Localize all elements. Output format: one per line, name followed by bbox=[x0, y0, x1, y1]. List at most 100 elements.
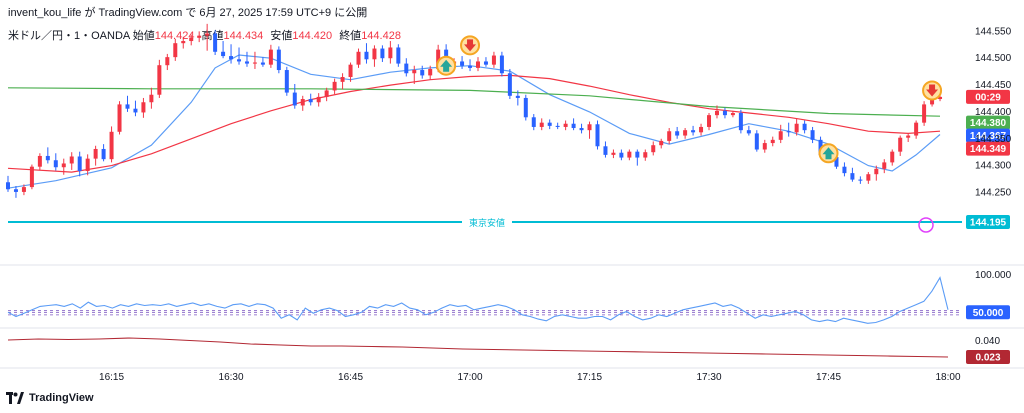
candle-body bbox=[340, 77, 345, 82]
candle-body bbox=[611, 152, 616, 155]
candle-body bbox=[619, 152, 624, 158]
candle-body bbox=[420, 70, 425, 76]
support-label-bg bbox=[462, 215, 512, 229]
price-tag bbox=[966, 128, 1010, 143]
candle-body bbox=[699, 126, 704, 133]
candle-body bbox=[237, 59, 242, 62]
candle-body bbox=[531, 117, 536, 127]
candle-body bbox=[579, 128, 584, 131]
price-tag-label: 144.380 bbox=[970, 118, 1007, 129]
candle-body bbox=[244, 61, 249, 64]
candle-body bbox=[428, 68, 433, 76]
brand-name: TradingView bbox=[29, 392, 94, 404]
candle-body bbox=[778, 131, 783, 140]
candle-body bbox=[356, 51, 361, 65]
candle-body bbox=[882, 162, 887, 169]
candle-body bbox=[794, 123, 799, 133]
alert-icon bbox=[918, 217, 934, 233]
publish-info: invent_kou_life が TradingView.com で 6月 2… bbox=[8, 7, 368, 19]
moving-average-line bbox=[7, 87, 941, 117]
candle-body bbox=[922, 104, 927, 123]
candle-body bbox=[746, 130, 751, 134]
candle-body bbox=[842, 166, 847, 174]
y-tick-label: 144.500 bbox=[975, 53, 1012, 64]
price-tag bbox=[966, 215, 1010, 229]
candle-body bbox=[858, 179, 863, 181]
candle-body bbox=[675, 131, 680, 136]
candle-body bbox=[754, 133, 759, 150]
price-tag bbox=[966, 89, 1010, 104]
candle-body bbox=[308, 99, 313, 103]
candle-body bbox=[890, 151, 895, 163]
candle-body bbox=[173, 43, 178, 58]
candle-body bbox=[388, 47, 393, 59]
oscillator-y-tick-label: 0.040 bbox=[975, 336, 1000, 347]
candle-body bbox=[651, 145, 656, 153]
y-tick-label: 144.400 bbox=[975, 107, 1012, 118]
candle-body bbox=[850, 173, 855, 180]
rsi-pane[interactable]: 50.000 bbox=[7, 276, 1010, 324]
candle-body bbox=[189, 37, 194, 42]
tradingview-logo-icon bbox=[6, 392, 24, 404]
candle-body bbox=[6, 182, 10, 190]
candle-body bbox=[770, 139, 775, 144]
low-label: 安値 bbox=[270, 30, 293, 42]
sell-arrow-icon bbox=[926, 84, 939, 97]
y-tick-label: 144.350 bbox=[975, 134, 1012, 145]
candle-body bbox=[85, 158, 90, 171]
candle-body bbox=[125, 104, 130, 109]
candle-body bbox=[348, 64, 353, 78]
axes: 144.550144.500144.450144.400144.350144.3… bbox=[99, 26, 1012, 383]
tradingview-logo[interactable]: TradingView bbox=[6, 392, 94, 404]
candle-body bbox=[571, 123, 576, 129]
oscillator-price-tag-label: 0.023 bbox=[975, 353, 1000, 364]
candle-body bbox=[404, 63, 409, 74]
candle-body bbox=[133, 108, 138, 113]
candle-body bbox=[149, 94, 154, 103]
candle-body bbox=[914, 122, 919, 136]
candle-body bbox=[483, 61, 488, 65]
oscillator-price-tag bbox=[966, 350, 1010, 364]
price-tag-label: 144.367 bbox=[970, 131, 1007, 142]
sell-arrow-icon bbox=[464, 39, 477, 52]
candle-body bbox=[93, 148, 98, 159]
candle-body bbox=[730, 112, 735, 116]
candle-body bbox=[906, 135, 911, 138]
moving-average-line bbox=[7, 74, 941, 173]
candle-body bbox=[229, 56, 234, 60]
candle-body bbox=[683, 130, 688, 136]
candlestick-pane[interactable]: 東京安値 00:29 144.380 144.367 144.349 144.195 bbox=[6, 23, 1010, 233]
candle-body bbox=[61, 163, 66, 168]
grid bbox=[0, 264, 1024, 369]
x-tick-label: 16:45 bbox=[338, 372, 363, 383]
rsi-line bbox=[7, 276, 949, 324]
candle-body bbox=[324, 90, 329, 97]
symbol-label: 米ドル／円・1・OANDA bbox=[8, 30, 130, 42]
y-tick-label: 144.450 bbox=[975, 80, 1012, 91]
candle-body bbox=[786, 131, 791, 133]
candle-body bbox=[714, 110, 719, 116]
candle-body bbox=[45, 155, 50, 161]
candle-body bbox=[603, 146, 608, 155]
candle-body bbox=[316, 96, 321, 103]
candle-body bbox=[396, 47, 401, 64]
rsi-price-tag bbox=[966, 305, 1010, 320]
candle-body bbox=[738, 112, 743, 131]
candle-body bbox=[13, 189, 18, 192]
oscillator-pane[interactable]: 0.023 bbox=[7, 337, 1010, 364]
candle-body bbox=[691, 130, 696, 133]
x-tick-label: 17:30 bbox=[697, 372, 722, 383]
candle-body bbox=[364, 51, 369, 60]
candle-body bbox=[499, 55, 504, 74]
candle-body bbox=[141, 102, 146, 113]
candle-body bbox=[165, 57, 170, 66]
candle-body bbox=[898, 137, 903, 152]
candle-body bbox=[197, 35, 202, 38]
candle-body bbox=[109, 131, 114, 160]
candle-body bbox=[491, 55, 496, 65]
candle-body bbox=[627, 151, 632, 158]
candle-body bbox=[300, 99, 305, 106]
x-tick-label: 17:15 bbox=[577, 372, 602, 383]
open-value: 144.424 bbox=[154, 30, 195, 42]
